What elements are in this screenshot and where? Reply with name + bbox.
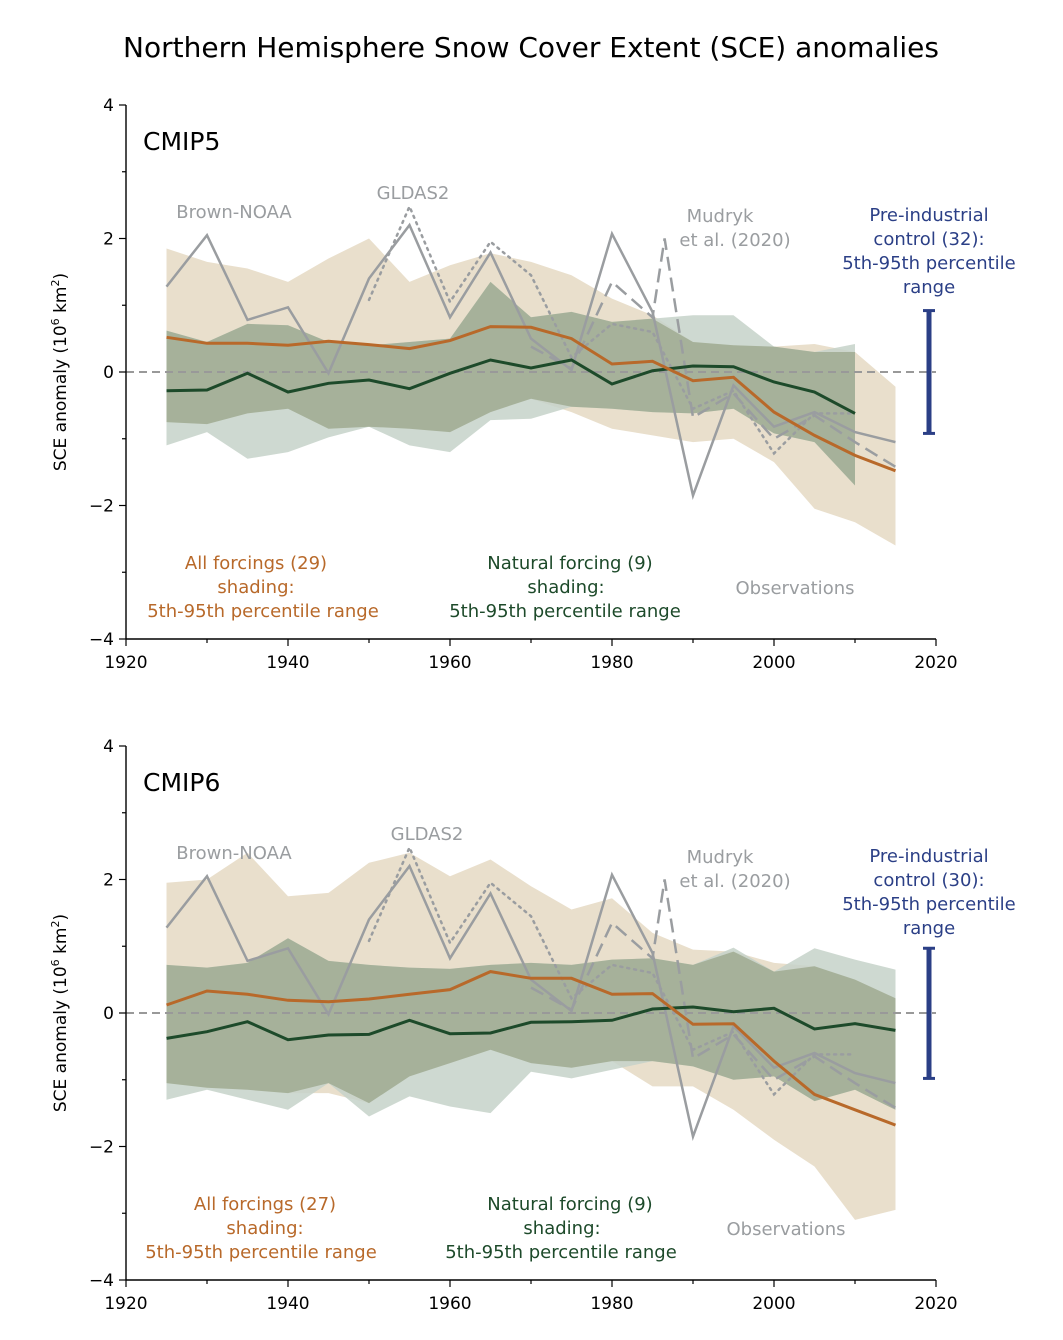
series-lines [126,203,936,500]
shading-bands [166,238,896,546]
observations-label: Observations [727,1219,846,1240]
x-tick-label: 1980 [590,653,633,673]
brown-noaa-line [165,222,896,500]
figure-title: Northern Hemisphere Snow Cover Extent (S… [123,31,939,64]
overlap-band [166,281,855,486]
mudryk-label: Mudryk et al. (2020) [679,206,790,251]
x-tick-label: 2000 [752,653,795,673]
y-tick-label: 2 [103,871,114,891]
y-tick-label: 2 [103,230,114,250]
observations-label: Observations [736,578,855,599]
x-tick-label: 2020 [914,653,957,673]
x-tick-label: 2000 [752,1294,795,1314]
axes: −4 −2 0 2 4 1920 1940 1960 1980 2000 2020 [89,737,958,1314]
x-tick-label: 1980 [590,1294,633,1314]
y-tick-label: −4 [89,1271,114,1291]
all-forcings-label: All forcings (27) shading: 5th-95th percen… [145,1194,377,1263]
gldas2-line [367,203,857,456]
x-tick-label: 1920 [104,1294,147,1314]
y-axis-label: SCE anomaly (106 km2) [49,273,71,471]
y-axis-label: SCE anomaly (106 km2) [49,914,71,1112]
mudryk-line [530,238,897,468]
y-tick-label: 4 [103,96,114,116]
all-forcings-mean-line [166,970,897,1127]
panel-cmip5: −4 −2 0 2 4 1920 1940 1960 1980 2000 2020 CMIP5 SC… [49,96,1016,673]
all-forcings-label: All forcings (29) shading: 5th-95th percen… [147,553,379,622]
gldas2-line [367,844,857,1097]
series-lines [126,844,936,1141]
gldas2-label: GLDAS2 [377,183,450,204]
y-tick-label: 0 [103,1004,114,1024]
x-tick-label: 1940 [266,653,309,673]
all-forcings-mean-line [166,325,897,473]
y-tick-label: 0 [103,363,114,383]
mudryk-line [530,879,897,1109]
panel-cmip6: −4 −2 0 2 4 1920 1940 1960 1980 2000 2020 CMIP6 SC… [49,737,1016,1314]
x-tick-label: 1960 [428,1294,471,1314]
brown-noaa-label: Brown-NOAA [176,202,292,223]
axes: −4 −2 0 2 4 1920 1940 1960 1980 2000 2020 [89,96,958,673]
natural-forcing-mean-line [166,358,856,415]
panel-title: CMIP5 [143,127,220,156]
y-tick-label: 4 [103,737,114,757]
y-tick-label: −4 [89,630,114,650]
overlap-band [166,938,896,1110]
y-tick-label: −2 [89,1138,114,1158]
mudryk-label: Mudryk et al. (2020) [679,847,790,892]
preindustrial-label: Pre-industrial control (30): 5th-95th perc… [842,846,1016,939]
x-tick-label: 2020 [914,1294,957,1314]
x-tick-label: 1920 [104,653,147,673]
natural-forcing-label: Natural forcing (9) shading: 5th-95th perc… [445,1194,677,1263]
gldas2-label: GLDAS2 [391,824,464,845]
x-tick-label: 1940 [266,1294,309,1314]
shading-bands [166,852,896,1220]
preindustrial-label: Pre-industrial control (32): 5th-95th perc… [842,205,1016,298]
natural-forcing-label: Natural forcing (9) shading: 5th-95th perc… [449,553,681,622]
x-tick-label: 1960 [428,653,471,673]
panel-title: CMIP6 [143,768,220,797]
natural-forcing-mean-line [166,1005,896,1042]
y-tick-label: −2 [89,497,114,517]
brown-noaa-label: Brown-NOAA [176,843,292,864]
